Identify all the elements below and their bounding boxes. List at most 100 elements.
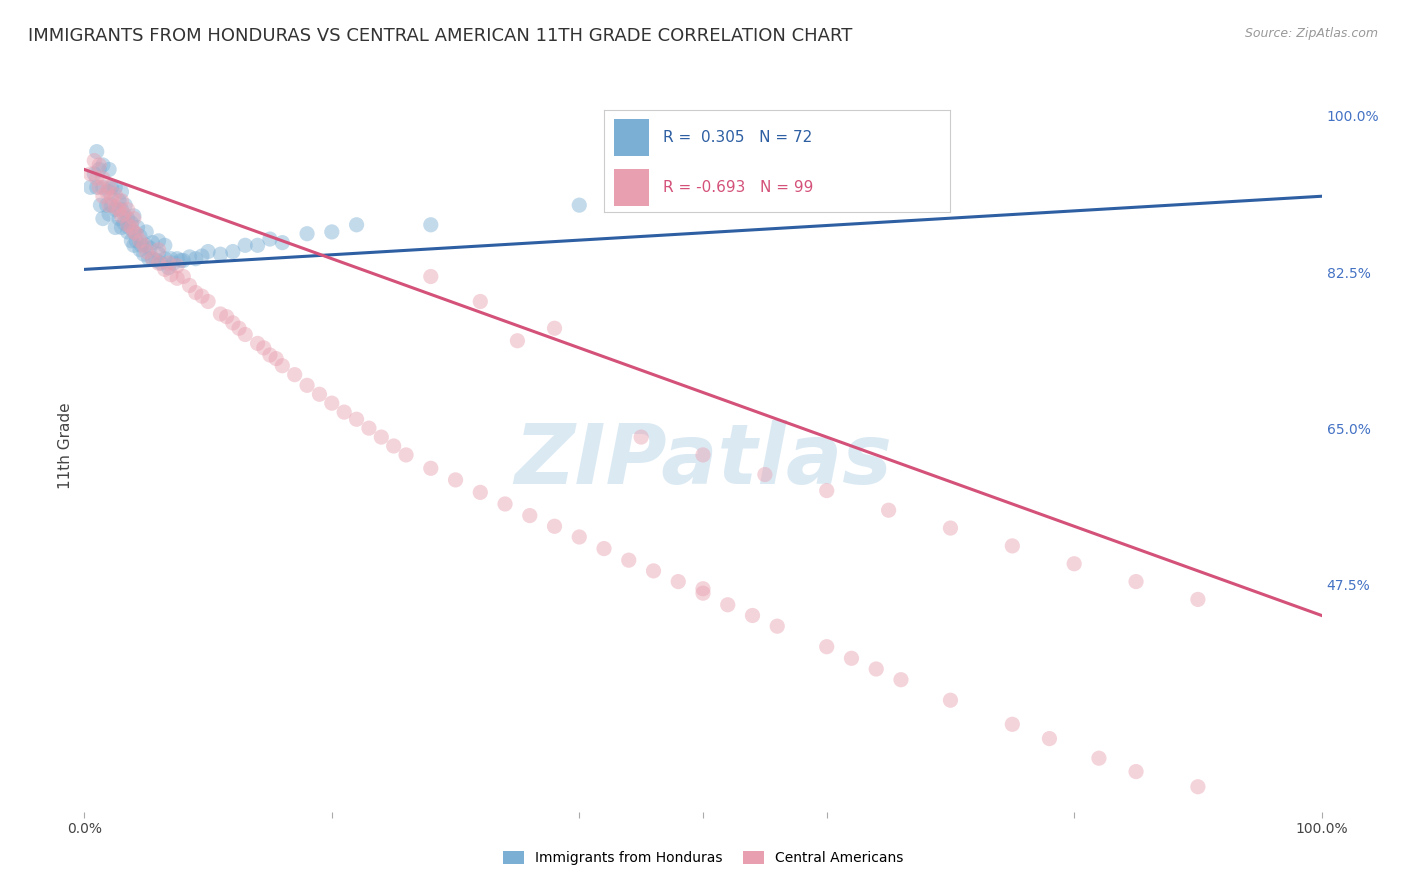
Point	[135, 238, 157, 252]
Point	[395, 448, 418, 462]
Point	[346, 218, 368, 232]
Point	[104, 180, 127, 194]
Point	[1125, 764, 1147, 779]
Point	[815, 640, 838, 654]
Point	[470, 294, 492, 309]
Point	[1187, 592, 1209, 607]
Point	[815, 483, 838, 498]
Point	[117, 218, 139, 232]
Point	[222, 244, 245, 259]
Point	[110, 220, 132, 235]
Point	[122, 225, 145, 239]
Point	[122, 238, 145, 252]
Point	[108, 211, 131, 226]
Text: ZIPatlas: ZIPatlas	[515, 420, 891, 501]
Point	[519, 508, 541, 523]
Point	[321, 396, 343, 410]
Point	[271, 359, 294, 373]
Point	[179, 278, 201, 293]
Point	[157, 260, 180, 275]
Point	[117, 202, 139, 217]
Point	[120, 216, 142, 230]
Point	[191, 249, 214, 263]
Point	[110, 194, 132, 208]
Point	[166, 252, 188, 266]
Point	[568, 530, 591, 544]
Point	[246, 336, 269, 351]
Point	[135, 225, 157, 239]
Point	[506, 334, 529, 348]
Point	[86, 171, 108, 186]
Point	[145, 253, 167, 268]
Point	[841, 651, 863, 665]
Point	[877, 503, 900, 517]
Point	[89, 198, 111, 212]
Point	[162, 256, 184, 270]
Point	[122, 211, 145, 226]
Point	[110, 202, 132, 217]
Point	[184, 252, 207, 266]
Point	[127, 220, 149, 235]
Point	[939, 521, 962, 535]
Point	[692, 582, 714, 596]
Point	[295, 378, 318, 392]
Point	[494, 497, 516, 511]
Point	[271, 235, 294, 250]
Point	[122, 225, 145, 239]
Point	[141, 252, 163, 266]
Point	[197, 294, 219, 309]
Point	[91, 158, 114, 172]
Point	[91, 211, 114, 226]
Point	[228, 321, 250, 335]
Point	[717, 598, 740, 612]
Point	[617, 553, 640, 567]
Point	[79, 180, 101, 194]
Point	[100, 198, 122, 212]
Point	[233, 238, 256, 252]
Point	[86, 145, 108, 159]
Point	[643, 564, 665, 578]
Point	[382, 439, 405, 453]
Point	[129, 243, 152, 257]
Point	[79, 167, 101, 181]
Point	[1001, 717, 1024, 731]
Legend: Immigrants from Honduras, Central Americans: Immigrants from Honduras, Central Americ…	[498, 846, 908, 871]
Point	[284, 368, 307, 382]
Point	[108, 202, 131, 217]
Point	[141, 235, 163, 250]
Point	[197, 244, 219, 259]
Text: Source: ZipAtlas.com: Source: ZipAtlas.com	[1244, 27, 1378, 40]
Point	[148, 243, 170, 257]
Point	[264, 351, 287, 366]
Point	[120, 234, 142, 248]
Point	[86, 180, 108, 194]
Point	[118, 220, 141, 235]
Point	[166, 271, 188, 285]
Point	[444, 473, 467, 487]
Point	[172, 269, 194, 284]
Point	[91, 189, 114, 203]
Point	[139, 241, 162, 255]
Point	[91, 171, 114, 186]
Point	[1088, 751, 1111, 765]
Point	[215, 310, 238, 324]
Point	[153, 252, 176, 266]
Point	[89, 158, 111, 172]
Point	[160, 252, 183, 266]
Point	[98, 185, 121, 199]
Point	[138, 252, 160, 266]
Point	[83, 167, 105, 181]
Point	[98, 198, 121, 212]
Point	[91, 180, 114, 194]
Point	[132, 247, 155, 261]
Point	[125, 234, 148, 248]
Point	[148, 234, 170, 248]
Point	[108, 194, 131, 208]
Point	[104, 187, 127, 202]
Point	[129, 234, 152, 248]
Point	[100, 191, 122, 205]
Point	[132, 238, 155, 252]
Point	[593, 541, 616, 556]
Point	[153, 262, 176, 277]
Point	[209, 307, 232, 321]
